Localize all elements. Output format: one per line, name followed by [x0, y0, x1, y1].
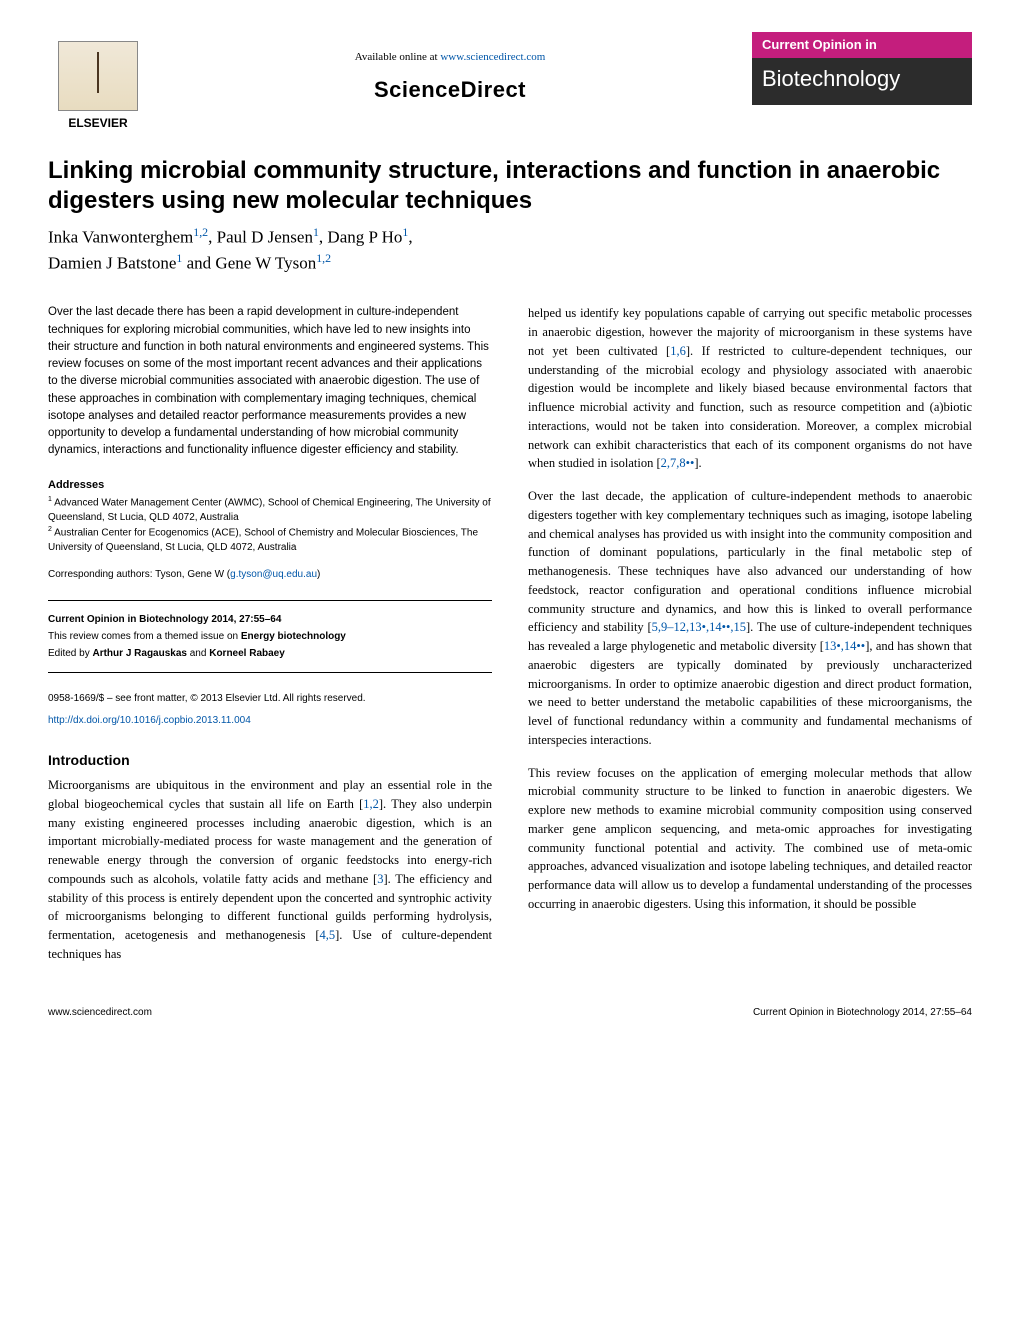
- available-online-line: Available online at www.sciencedirect.co…: [160, 50, 740, 65]
- introduction-body-left: Microorganisms are ubiquitous in the env…: [48, 776, 492, 964]
- abstract-text: Over the last decade there has been a ra…: [48, 304, 492, 459]
- issn-copyright-line: 0958-1669/$ – see front matter, © 2013 E…: [48, 691, 492, 707]
- journal-logo-bottom: Biotechnology: [752, 58, 972, 105]
- available-text: Available online at: [355, 51, 441, 63]
- copyright-block: 0958-1669/$ – see front matter, © 2013 E…: [48, 691, 492, 729]
- author-separator: , Dang P Ho: [319, 228, 402, 247]
- address-text: Australian Center for Ecogenomics (ACE),…: [48, 528, 478, 554]
- footer-right: Current Opinion in Biotechnology 2014, 2…: [753, 1006, 972, 1020]
- citation-line: Current Opinion in Biotechnology 2014, 2…: [48, 611, 492, 628]
- body-paragraph: helped us identify key populations capab…: [528, 304, 972, 473]
- corresponding-authors: Corresponding authors: Tyson, Gene W (g.…: [48, 568, 492, 582]
- body-span: ], and has shown that anaerobic digester…: [528, 639, 972, 747]
- center-header: Available online at www.sciencedirect.co…: [160, 32, 740, 106]
- intro-paragraph: Microorganisms are ubiquitous in the env…: [48, 776, 492, 964]
- addresses-heading: Addresses: [48, 478, 492, 493]
- body-paragraph: Over the last decade, the application of…: [528, 487, 972, 750]
- corresponding-close: ): [317, 569, 320, 580]
- elsevier-label: ELSEVIER: [68, 115, 127, 132]
- left-column: Over the last decade there has been a ra…: [48, 304, 492, 977]
- page-header: ELSEVIER Available online at www.science…: [48, 32, 972, 132]
- body-span: Over the last decade, the application of…: [528, 489, 972, 634]
- author-separator: ,: [408, 228, 412, 247]
- citation-info-box: Current Opinion in Biotechnology 2014, 2…: [48, 600, 492, 673]
- footer-left: www.sciencedirect.com: [48, 1006, 152, 1020]
- sciencedirect-url-link[interactable]: www.sciencedirect.com: [440, 51, 545, 63]
- themed-issue-name: Energy biotechnology: [241, 631, 346, 642]
- edited-prefix: Edited by: [48, 648, 92, 659]
- reference-citation[interactable]: 2,7,8••: [661, 456, 695, 470]
- author-separator: , Paul D Jensen: [208, 228, 313, 247]
- author-name: Inka Vanwonterghem: [48, 228, 193, 247]
- doi-link[interactable]: http://dx.doi.org/10.1016/j.copbio.2013.…: [48, 713, 492, 729]
- themed-issue-line: This review comes from a themed issue on…: [48, 628, 492, 645]
- author-list: Inka Vanwonterghem1,2, Paul D Jensen1, D…: [48, 224, 972, 276]
- editor-name: Arthur J Ragauskas: [92, 648, 186, 659]
- author-affiliation-sup[interactable]: 1,2: [193, 225, 208, 239]
- sciencedirect-label: ScienceDirect: [160, 75, 740, 106]
- corresponding-email-link[interactable]: g.tyson@uq.edu.au: [230, 569, 317, 580]
- reference-citation[interactable]: 1,6: [670, 344, 686, 358]
- editor-separator: and: [187, 648, 209, 659]
- author-separator: and Gene W Tyson: [182, 254, 316, 273]
- edited-by-line: Edited by Arthur J Ragauskas and Korneel…: [48, 645, 492, 662]
- editor-name: Korneel Rabaey: [209, 648, 285, 659]
- journal-logo[interactable]: Current Opinion in Biotechnology: [752, 32, 972, 105]
- addresses-block: 1 Advanced Water Management Center (AWMC…: [48, 495, 492, 556]
- author-name: Damien J Batstone: [48, 254, 176, 273]
- page-footer: www.sciencedirect.com Current Opinion in…: [48, 1006, 972, 1020]
- body-span: ]. If restricted to culture-dependent te…: [528, 344, 972, 471]
- body-paragraph: This review focuses on the application o…: [528, 764, 972, 914]
- body-span: ].: [694, 456, 701, 470]
- reference-citation[interactable]: 4,5: [320, 928, 336, 942]
- corresponding-label: Corresponding authors: Tyson, Gene W (: [48, 569, 230, 580]
- elsevier-tree-icon: [58, 41, 138, 111]
- elsevier-logo[interactable]: ELSEVIER: [48, 32, 148, 132]
- reference-citation[interactable]: 5,9–12,13•,14••,15: [652, 620, 746, 634]
- introduction-heading: Introduction: [48, 751, 492, 771]
- journal-logo-top: Current Opinion in: [752, 32, 972, 58]
- reference-citation[interactable]: 13•,14••: [824, 639, 865, 653]
- article-title: Linking microbial community structure, i…: [48, 156, 972, 216]
- themed-prefix: This review comes from a themed issue on: [48, 631, 241, 642]
- right-column: helped us identify key populations capab…: [528, 304, 972, 977]
- reference-citation[interactable]: 1,2: [363, 797, 379, 811]
- address-text: Advanced Water Management Center (AWMC),…: [48, 497, 491, 523]
- author-affiliation-sup[interactable]: 1,2: [316, 251, 331, 265]
- two-column-layout: Over the last decade there has been a ra…: [48, 304, 972, 977]
